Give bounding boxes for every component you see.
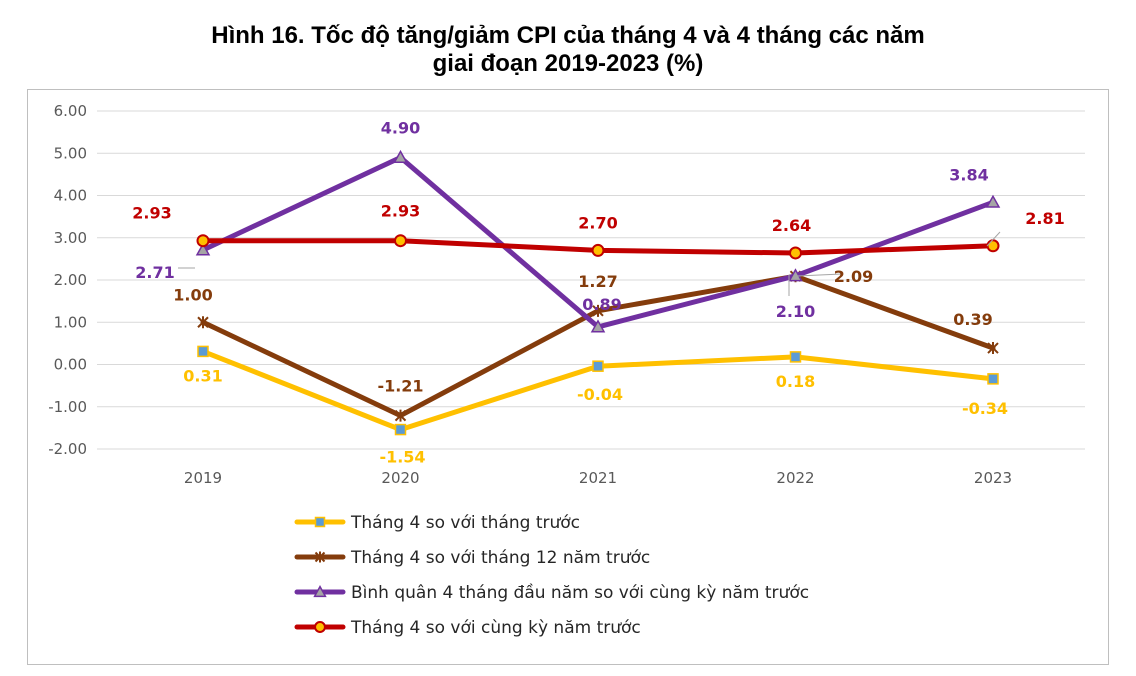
label-leader-line (986, 231, 1001, 247)
point-marker (394, 234, 407, 248)
point-marker (986, 239, 1000, 253)
point-marker (197, 345, 209, 358)
point-marker (196, 234, 210, 248)
point-marker (394, 423, 407, 436)
chart-title-line2: giai đoạn 2019-2023 (%) (432, 50, 704, 77)
data-label: -1.21 (377, 377, 423, 396)
legend-label: Tháng 4 so với tháng trước (350, 513, 580, 533)
data-label: 2.10 (776, 302, 815, 321)
x-tick-label: 2022 (776, 469, 814, 487)
x-tick-label: 2023 (974, 469, 1012, 487)
y-tick-label: 5.00 (54, 144, 87, 162)
y-tick-label: 4.00 (54, 187, 87, 205)
point-marker (591, 243, 605, 257)
point-marker (987, 373, 999, 385)
point-marker (394, 409, 407, 422)
point-marker (987, 342, 999, 355)
data-label: 2.71 (135, 263, 174, 282)
point-marker (313, 585, 327, 598)
data-label: 4.90 (381, 118, 420, 137)
data-label: 2.64 (772, 216, 811, 235)
point-marker (197, 316, 209, 329)
data-label: 2.93 (132, 204, 171, 223)
point-marker (314, 516, 326, 528)
y-tick-label: 6.00 (54, 102, 87, 120)
legend-label: Tháng 4 so với tháng 12 năm trước (350, 548, 650, 568)
data-label: 2.70 (578, 213, 617, 232)
data-label: -0.34 (962, 399, 1008, 418)
data-label: 2.81 (1025, 209, 1064, 228)
data-label: -0.04 (577, 385, 623, 404)
point-marker (985, 194, 1001, 208)
y-tick-label: -2.00 (48, 440, 87, 458)
point-marker (314, 621, 326, 633)
data-label: 0.89 (582, 295, 621, 314)
x-tick-label: 2020 (381, 469, 419, 487)
point-marker (393, 149, 408, 164)
y-tick-label: 3.00 (54, 229, 87, 247)
point-marker (314, 551, 326, 563)
data-label: 0.31 (183, 366, 222, 385)
data-label: 0.18 (776, 372, 815, 391)
legend-label: Tháng 4 so với cùng kỳ năm trước (350, 618, 641, 638)
y-tick-label: 1.00 (54, 313, 87, 331)
data-label: 2.09 (834, 267, 873, 286)
chart-frame (27, 89, 1109, 665)
data-label: 3.84 (949, 165, 988, 184)
y-tick-label: -1.00 (48, 398, 87, 416)
y-tick-label: 2.00 (54, 271, 87, 289)
point-marker (592, 360, 604, 372)
point-marker (788, 268, 803, 282)
label-leader-line (796, 273, 843, 277)
point-marker (592, 304, 604, 317)
point-marker (195, 242, 211, 256)
point-marker (789, 351, 802, 363)
legend-label: Bình quân 4 tháng đầu năm so với cùng kỳ… (351, 582, 809, 603)
y-tick-label: 0.00 (54, 356, 87, 374)
x-tick-label: 2019 (184, 469, 222, 487)
point-marker (789, 246, 802, 260)
data-label: 1.27 (578, 272, 617, 291)
data-label: -1.54 (379, 448, 425, 467)
data-label: 1.00 (173, 285, 212, 304)
point-marker (590, 319, 606, 333)
chart-title: Hình 16. Tốc độ tăng/giảm CPI của tháng … (0, 22, 1136, 78)
data-label: 0.39 (953, 310, 992, 329)
x-tick-label: 2021 (579, 469, 617, 487)
chart-title-line1: Hình 16. Tốc độ tăng/giảm CPI của tháng … (211, 22, 925, 49)
data-label: 2.93 (381, 202, 420, 221)
